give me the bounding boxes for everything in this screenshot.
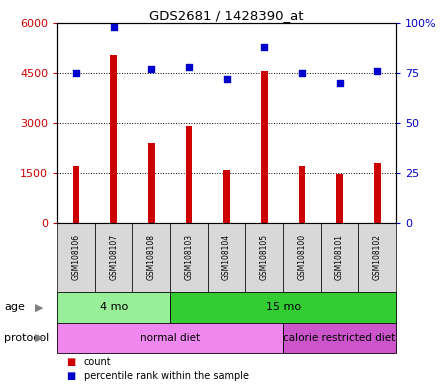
Bar bbox=[283, 223, 321, 292]
Text: GSM108100: GSM108100 bbox=[297, 234, 306, 280]
Text: calorie restricted diet: calorie restricted diet bbox=[283, 333, 396, 343]
Point bbox=[336, 80, 343, 86]
Bar bbox=[57, 292, 170, 323]
Bar bbox=[298, 166, 305, 223]
Bar bbox=[110, 55, 117, 223]
Text: normal diet: normal diet bbox=[140, 333, 200, 343]
Bar bbox=[261, 71, 268, 223]
Bar bbox=[246, 223, 283, 292]
Bar bbox=[223, 170, 230, 223]
Text: GSM108106: GSM108106 bbox=[72, 234, 81, 280]
Bar bbox=[148, 143, 155, 223]
Point bbox=[223, 76, 230, 82]
Text: ▶: ▶ bbox=[35, 302, 44, 312]
Point bbox=[73, 70, 80, 76]
Text: ■: ■ bbox=[66, 358, 75, 367]
Text: age: age bbox=[4, 302, 25, 312]
Bar bbox=[336, 174, 343, 223]
Point bbox=[110, 24, 117, 30]
Text: GSM108107: GSM108107 bbox=[109, 234, 118, 280]
Text: GSM108102: GSM108102 bbox=[373, 234, 381, 280]
Text: 15 mo: 15 mo bbox=[265, 302, 301, 312]
Point bbox=[374, 68, 381, 74]
Bar bbox=[208, 223, 246, 292]
Text: protocol: protocol bbox=[4, 333, 50, 343]
Bar bbox=[170, 223, 208, 292]
Point bbox=[261, 44, 268, 50]
Bar bbox=[186, 126, 192, 223]
Bar bbox=[321, 223, 358, 292]
Text: count: count bbox=[84, 358, 111, 367]
Bar bbox=[358, 223, 396, 292]
Bar bbox=[57, 323, 283, 353]
Point bbox=[298, 70, 305, 76]
Text: GSM108104: GSM108104 bbox=[222, 234, 231, 280]
Text: percentile rank within the sample: percentile rank within the sample bbox=[84, 371, 249, 381]
Bar bbox=[95, 223, 132, 292]
Bar bbox=[73, 166, 79, 223]
Text: GSM108105: GSM108105 bbox=[260, 234, 269, 280]
Text: GSM108103: GSM108103 bbox=[184, 234, 194, 280]
Point bbox=[148, 66, 155, 72]
Text: ▶: ▶ bbox=[35, 333, 44, 343]
Bar bbox=[57, 223, 95, 292]
Bar bbox=[283, 323, 396, 353]
Text: GSM108101: GSM108101 bbox=[335, 234, 344, 280]
Title: GDS2681 / 1428390_at: GDS2681 / 1428390_at bbox=[149, 9, 304, 22]
Bar bbox=[132, 223, 170, 292]
Bar bbox=[170, 292, 396, 323]
Text: 4 mo: 4 mo bbox=[99, 302, 128, 312]
Bar bbox=[374, 163, 381, 223]
Text: GSM108108: GSM108108 bbox=[147, 234, 156, 280]
Text: ■: ■ bbox=[66, 371, 75, 381]
Point bbox=[185, 64, 192, 70]
